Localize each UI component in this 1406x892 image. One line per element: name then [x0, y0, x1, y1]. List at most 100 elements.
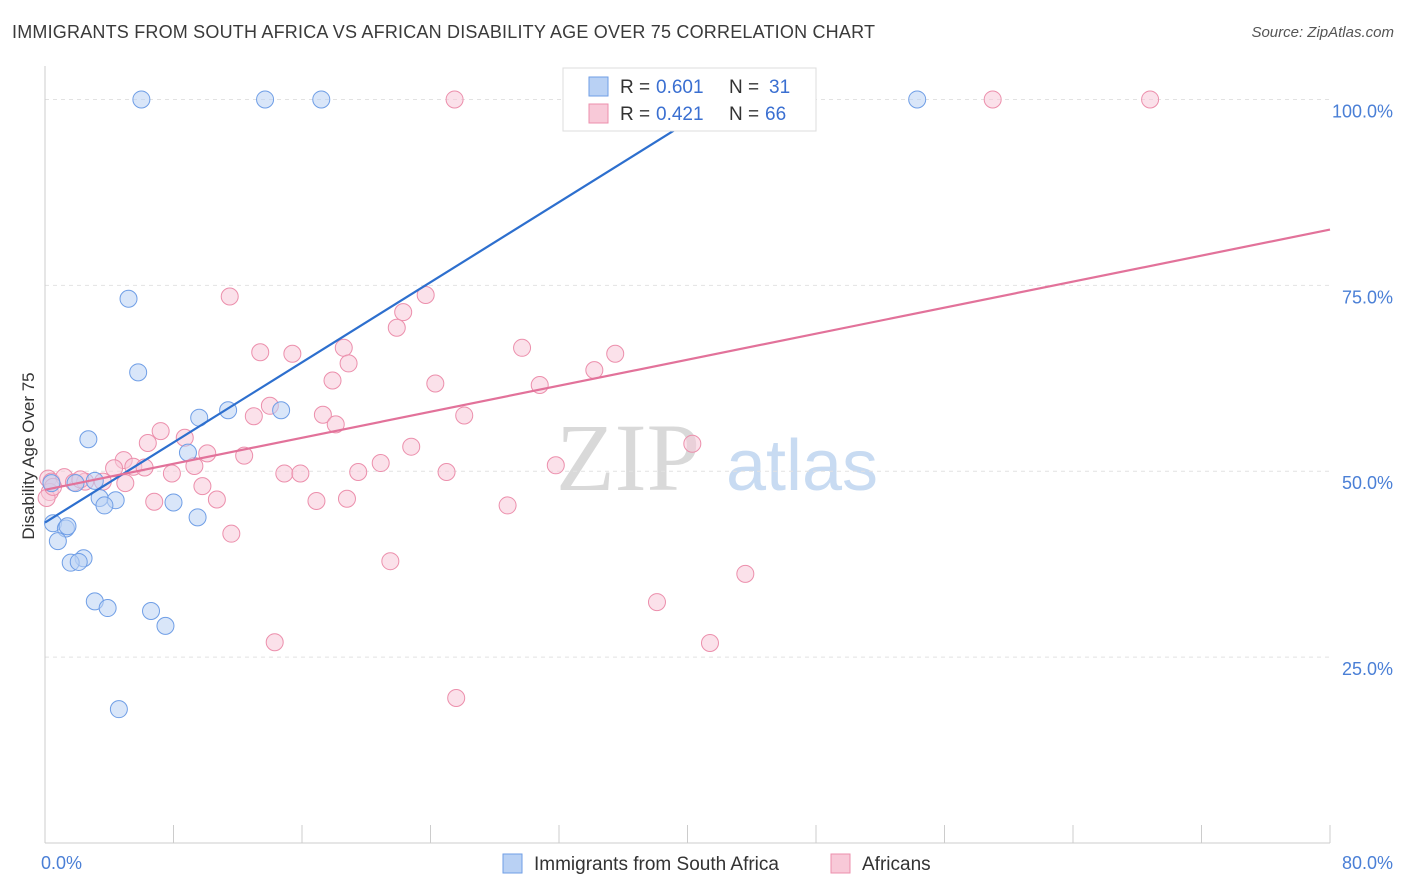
south-africa-point-22 — [48, 532, 67, 551]
south-africa-point-5 — [129, 363, 148, 382]
south-africa-point-8 — [272, 401, 291, 420]
axes — [44, 66, 1331, 844]
africans-point-55 — [381, 552, 400, 571]
africans-point-59 — [700, 633, 719, 652]
legend-swatch-south-africa — [588, 76, 609, 97]
south-africa-point-3 — [908, 90, 927, 109]
africans-point-58 — [265, 633, 284, 652]
south-africa-point-9 — [79, 430, 98, 449]
africans-point-29 — [683, 434, 702, 453]
south-africa-trendline — [44, 91, 737, 524]
series-africans-points — [37, 90, 1160, 708]
legend-n-value-1: 31 — [769, 77, 790, 98]
bottom-legend-label-africans: Africans — [862, 854, 931, 875]
y-tick-label-0: 25.0% — [1342, 659, 1393, 679]
africans-point-40 — [437, 462, 456, 481]
chart-title: IMMIGRANTS FROM SOUTH AFRICA VS AFRICAN … — [12, 22, 876, 42]
y-tick-label-2: 75.0% — [1342, 287, 1393, 307]
africans-point-56 — [736, 564, 755, 583]
bottom-legend-label-south-africa: Immigrants from South Africa — [534, 854, 779, 875]
x-tick-label-min: 0.0% — [41, 853, 82, 873]
africans-point-21 — [326, 415, 345, 434]
south-africa-point-29 — [156, 616, 175, 635]
south-africa-point-1 — [256, 90, 275, 109]
africans-point-19 — [313, 405, 332, 424]
stats-legend: R = 0.601 N = 31 R = 0.421 N = 66 — [562, 67, 817, 132]
bottom-legend-swatch-south-africa — [502, 853, 523, 874]
x-tick-label-max: 80.0% — [1342, 853, 1393, 873]
africans-point-35 — [546, 456, 565, 475]
africans-point-28 — [402, 437, 421, 456]
africans-point-2 — [983, 90, 1002, 109]
africans-point-10 — [334, 338, 353, 357]
africans-point-6 — [394, 303, 413, 322]
y-axis-label: Disability Age Over 75 — [19, 372, 38, 539]
south-africa-point-17 — [164, 493, 183, 512]
south-africa-point-21 — [58, 517, 77, 536]
africans-point-64 — [193, 477, 212, 496]
south-africa-point-28 — [142, 602, 161, 621]
data-points — [37, 90, 1160, 719]
africans-point-9 — [283, 344, 302, 363]
legend-n-label-1: N = — [729, 77, 759, 98]
legend-r-value-2: 0.421 — [656, 104, 704, 125]
zipatlas-watermark: ZIP atlas — [556, 404, 878, 511]
africans-point-37 — [275, 464, 294, 483]
south-africa-point-16 — [95, 496, 114, 515]
south-africa-point-4 — [119, 289, 138, 308]
africans-point-3 — [1141, 90, 1160, 109]
watermark-zip: ZIP — [556, 404, 700, 511]
africans-point-50 — [207, 490, 226, 509]
watermark-atlas: atlas — [726, 426, 878, 506]
south-africa-point-0 — [132, 90, 151, 109]
gridlines — [45, 98, 1330, 658]
africans-point-52 — [337, 489, 356, 508]
africans-point-53 — [498, 496, 517, 515]
south-africa-point-27 — [98, 599, 117, 618]
africans-point-49 — [145, 492, 164, 511]
bottom-legend-swatch-africans — [830, 853, 851, 874]
africans-point-54 — [222, 524, 241, 543]
africans-point-8 — [251, 343, 270, 362]
africans-point-25 — [138, 433, 157, 452]
africans-point-22 — [455, 406, 474, 425]
africans-point-20 — [244, 407, 263, 426]
legend-r-value-1: 0.601 — [656, 77, 704, 98]
africans-point-16 — [426, 374, 445, 393]
africans-point-13 — [606, 344, 625, 363]
africans-point-0 — [445, 90, 464, 109]
africans-point-60 — [447, 689, 466, 708]
africans-point-38 — [291, 464, 310, 483]
tick-labels: 25.0% 50.0% 75.0% 100.0% 0.0% 80.0% — [41, 101, 1393, 873]
south-africa-point-18 — [188, 508, 207, 527]
legend-n-label-2: N = — [729, 104, 759, 125]
legend-r-label-1: R = — [620, 77, 650, 98]
south-africa-point-30 — [109, 700, 128, 719]
africans-point-57 — [647, 593, 666, 612]
legend-swatch-africans — [588, 103, 609, 124]
series-legend: Immigrants from South Africa Africans — [502, 853, 931, 875]
africans-point-26 — [198, 444, 217, 463]
series-south-africa-points — [42, 90, 927, 719]
africans-point-23 — [151, 422, 170, 441]
source-credit: Source: ZipAtlas.com — [1251, 24, 1394, 41]
y-tick-label-3: 100.0% — [1332, 101, 1393, 121]
africans-point-39 — [349, 462, 368, 481]
south-africa-point-2 — [312, 90, 331, 109]
trendlines — [44, 91, 1331, 524]
africans-point-36 — [162, 464, 181, 483]
y-tick-label-1: 50.0% — [1342, 473, 1393, 493]
south-africa-point-25 — [69, 552, 88, 571]
africans-point-14 — [585, 361, 604, 380]
africans-point-51 — [307, 491, 326, 510]
legend-n-value-2: 66 — [765, 104, 786, 125]
africans-point-11 — [339, 354, 358, 373]
africans-point-4 — [220, 287, 239, 306]
africans-point-34 — [371, 454, 390, 473]
legend-r-label-2: R = — [620, 104, 650, 125]
africans-point-7 — [387, 318, 406, 337]
africans-point-12 — [513, 338, 532, 357]
africans-point-15 — [323, 371, 342, 390]
africans-trendline — [44, 228, 1331, 491]
